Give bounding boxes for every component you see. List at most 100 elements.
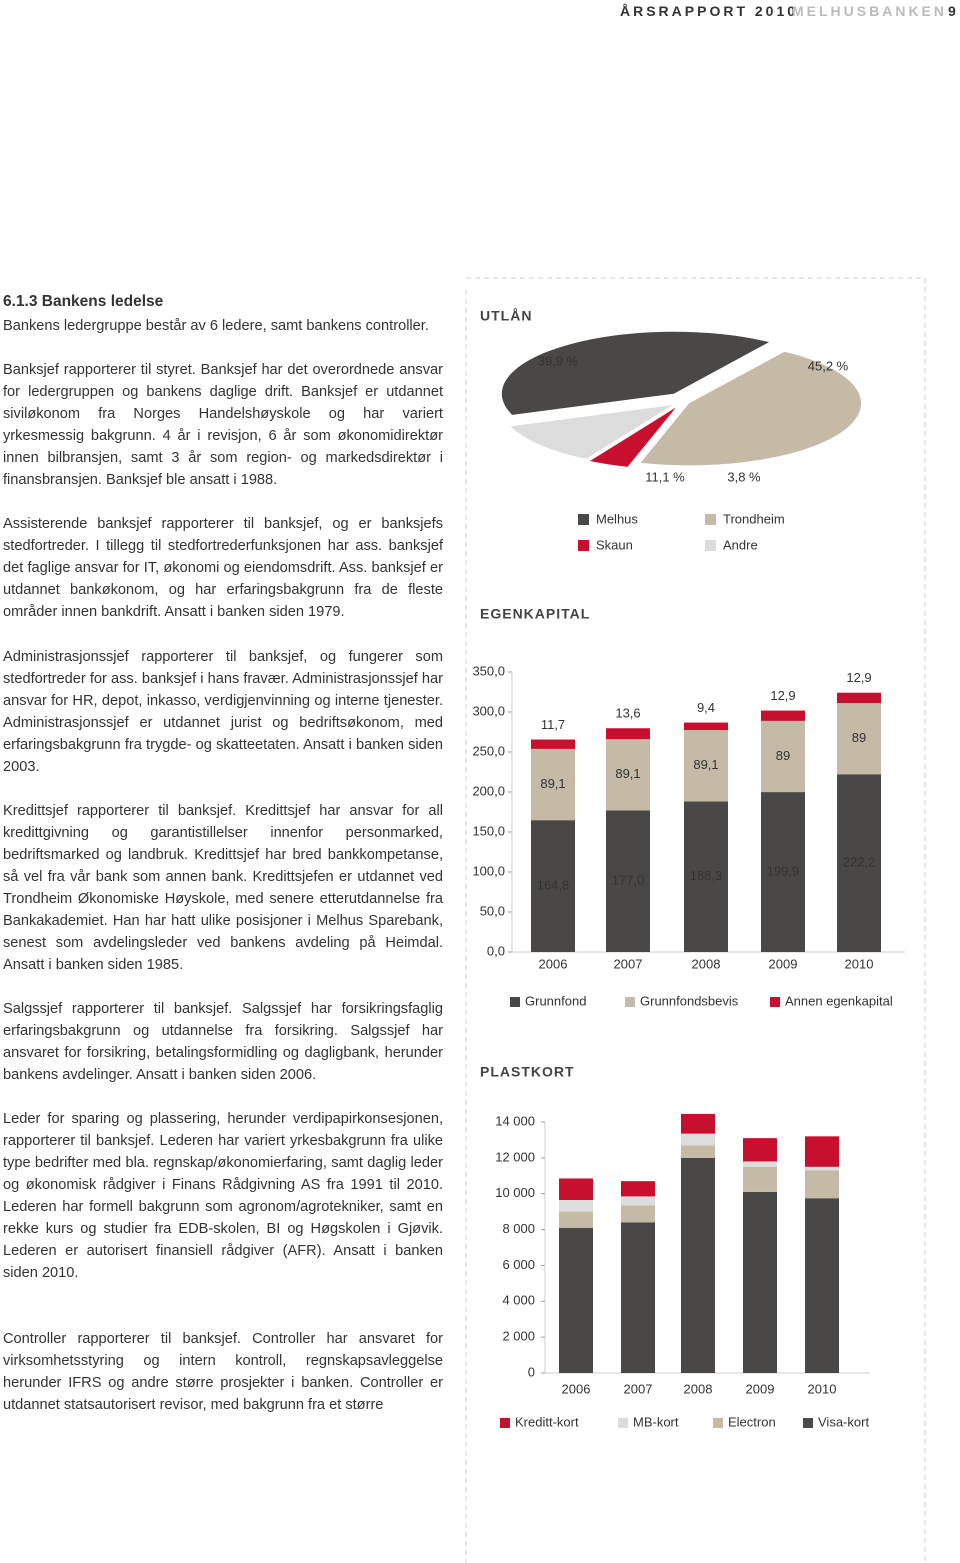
chart-title: PLASTKORT	[480, 1064, 575, 1080]
bar-segment	[621, 1196, 655, 1206]
bar-segment	[559, 1227, 593, 1373]
y-tick-label: 0,0	[487, 943, 505, 958]
bar-segment	[559, 1211, 593, 1228]
paragraph: Controller rapporterer til banksjef. Con…	[3, 1331, 443, 1413]
legend-label: Skaun	[596, 537, 633, 552]
legend-label: MB-kort	[633, 1414, 679, 1429]
data-label: 199,9	[767, 863, 800, 878]
data-label: 89	[776, 748, 790, 763]
paragraph: Banksjef rapporterer til styret. Banksje…	[3, 362, 443, 488]
paragraph: Leder for sparing og plassering, herunde…	[3, 1111, 443, 1281]
bar-segment	[681, 1145, 715, 1158]
bar-segment	[805, 1170, 839, 1199]
bar-segment	[805, 1198, 839, 1373]
x-tick-label: 2010	[845, 956, 874, 971]
y-tick-label: 8 000	[502, 1221, 535, 1236]
bar-segment	[531, 820, 575, 952]
y-tick-label: 6 000	[502, 1257, 535, 1272]
data-label: 12,9	[770, 688, 795, 703]
bar-segment	[743, 1166, 777, 1192]
legend-label: Annen egenkapital	[785, 993, 893, 1008]
report-title: ÅRSRAPPORT 2010	[620, 3, 799, 19]
legend-label: Electron	[728, 1414, 776, 1429]
y-tick-label: 0	[528, 1364, 535, 1379]
company-name: MELHUSBANKEN	[792, 3, 947, 19]
pie-slice	[589, 407, 677, 467]
bar-segment	[621, 1205, 655, 1223]
data-label: 45,2 %	[808, 358, 849, 373]
bar-segment	[805, 1166, 839, 1171]
legend-swatch	[625, 997, 635, 1007]
bar-segment	[681, 1133, 715, 1146]
paragraph: Assisterende banksjef rapporterer til ba…	[3, 516, 443, 620]
y-tick-label: 2 000	[502, 1329, 535, 1344]
data-label: 89	[852, 730, 866, 745]
y-tick-label: 250,0	[472, 743, 505, 758]
pie-slice	[510, 405, 673, 459]
legend-swatch	[578, 514, 589, 525]
pie-slice	[640, 351, 862, 466]
data-label: 39,9 %	[538, 353, 579, 368]
data-label: 89,1	[540, 776, 565, 791]
bar-segment	[743, 1161, 777, 1167]
data-label: 89,1	[693, 757, 718, 772]
y-tick-label: 350,0	[472, 663, 505, 678]
bar-segment	[531, 739, 575, 749]
legend-swatch	[618, 1418, 628, 1428]
bar-segment	[559, 1178, 593, 1200]
chart-title: EGENKAPITAL	[480, 606, 590, 622]
data-label: 164,8	[537, 878, 570, 893]
x-tick-label: 2009	[746, 1381, 775, 1396]
legend-label: Grunnfond	[525, 993, 586, 1008]
bar-segment	[606, 739, 650, 811]
bar-segment	[684, 730, 728, 802]
x-tick-label: 2009	[769, 956, 798, 971]
bar-segment	[805, 1136, 839, 1167]
paragraph: Kredittsjef rapporterer til banksjef. Kr…	[3, 803, 443, 973]
bar-segment	[559, 1199, 593, 1212]
legend-swatch	[705, 514, 716, 525]
y-tick-label: 200,0	[472, 783, 505, 798]
x-tick-label: 2010	[808, 1381, 837, 1396]
legend-label: Visa-kort	[818, 1414, 869, 1429]
bar-segment	[606, 728, 650, 740]
y-tick-label: 12 000	[495, 1149, 535, 1164]
y-tick-label: 14 000	[495, 1113, 535, 1128]
x-tick-label: 2006	[562, 1381, 591, 1396]
y-tick-label: 150,0	[472, 823, 505, 838]
data-label: 11,7	[541, 717, 565, 732]
bar-segment	[531, 748, 575, 821]
data-label: 12,9	[846, 670, 871, 685]
data-label: 177,0	[612, 873, 645, 888]
data-label: 3,8 %	[727, 469, 761, 484]
bar-segment	[621, 1222, 655, 1373]
legend-label: Andre	[723, 537, 758, 552]
bar-segment	[684, 722, 728, 731]
legend-label: Grunnfondsbevis	[640, 993, 739, 1008]
page-number: 9	[948, 3, 956, 19]
data-label: 89,1	[615, 766, 640, 781]
data-label: 13,6	[615, 706, 640, 721]
legend-label: Trondheim	[723, 511, 785, 526]
bar-segment	[621, 1181, 655, 1197]
pie-slice	[501, 331, 770, 415]
paragraph: Bankens ledergruppe består av 6 ledere, …	[3, 318, 429, 334]
bar-segment	[761, 720, 805, 793]
data-label: 188,3	[690, 868, 723, 883]
bar-segment	[606, 810, 650, 952]
legend-label: Melhus	[596, 511, 638, 526]
x-tick-label: 2007	[624, 1381, 653, 1396]
panel-border	[465, 277, 926, 1563]
bar-segment	[743, 1191, 777, 1373]
bar-segment	[684, 801, 728, 952]
legend-swatch	[510, 997, 520, 1007]
bar-segment	[761, 792, 805, 952]
paragraph: Salgssjef rapporterer til banksjef. Salg…	[3, 1001, 443, 1083]
y-tick-label: 100,0	[472, 863, 505, 878]
bar-segment	[681, 1113, 715, 1134]
legend-swatch	[500, 1418, 510, 1428]
bar-segment	[761, 710, 805, 721]
data-label: 11,1 %	[645, 469, 685, 484]
